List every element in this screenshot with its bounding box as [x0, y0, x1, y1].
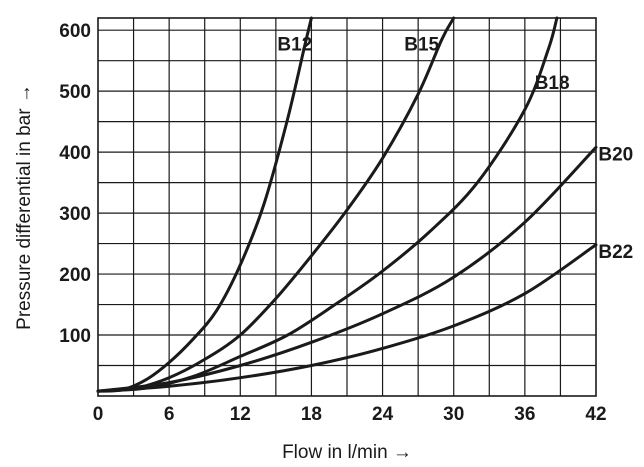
- series-lines: [96, 16, 598, 393]
- series-line-b12: [96, 16, 313, 393]
- y-tick-label: 300: [59, 204, 91, 225]
- y-axis-title: Pressure differential in bar →: [14, 84, 35, 330]
- x-tick-label: 24: [372, 404, 394, 425]
- series-label-b15: B15: [404, 35, 439, 56]
- series-labels: B12 B15 B18 B20 B22: [277, 35, 633, 263]
- series-label-b22: B22: [598, 242, 633, 263]
- series-label-b12: B12: [277, 35, 312, 56]
- plot-frame: [97, 17, 597, 397]
- series-label-b18: B18: [535, 73, 570, 94]
- x-axis-title: Flow in l/min →: [282, 442, 412, 463]
- series-line-b15: [96, 16, 456, 393]
- series-label-b20: B20: [598, 144, 633, 165]
- x-axis-tick-labels: 0 6 12 18 24 30 36 42: [93, 404, 607, 425]
- y-tick-label: 600: [59, 21, 91, 42]
- y-tick-label: 400: [59, 143, 91, 164]
- x-tick-label: 42: [585, 404, 606, 425]
- x-tick-label: 6: [164, 404, 175, 425]
- series-line-b20: [96, 145, 598, 393]
- y-tick-label: 500: [59, 82, 91, 103]
- y-axis-tick-labels: 100 200 300 400 500 600: [59, 21, 91, 347]
- y-tick-label: 200: [59, 265, 91, 286]
- x-tick-label: 18: [301, 404, 322, 425]
- x-tick-label: 36: [514, 404, 535, 425]
- x-tick-label: 30: [443, 404, 464, 425]
- x-tick-label: 12: [230, 404, 251, 425]
- y-tick-label: 100: [59, 326, 91, 347]
- grid: [98, 18, 596, 396]
- series-line-b22: [96, 243, 598, 393]
- x-tick-label: 0: [93, 404, 104, 425]
